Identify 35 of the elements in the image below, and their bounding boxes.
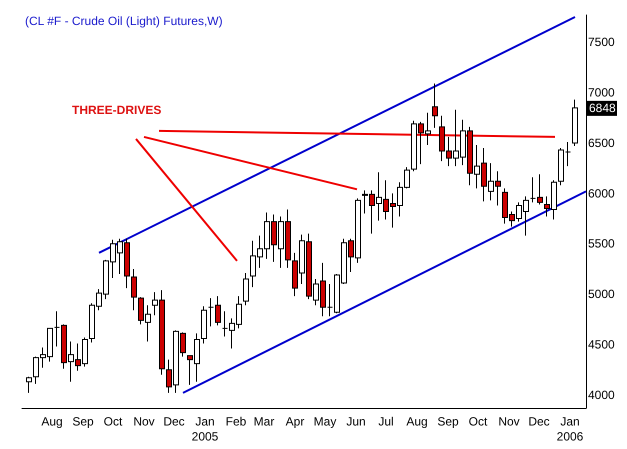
y-tick-label: 5500	[588, 236, 616, 251]
candlestick	[201, 306, 207, 344]
y-tick-label: 6000	[588, 186, 616, 200]
candlestick	[26, 376, 32, 394]
candlestick	[432, 83, 438, 128]
y-tick-label: 6500	[588, 136, 616, 150]
annotation: THREE-DRIVES	[72, 103, 162, 117]
candlestick	[572, 99, 578, 146]
chart-title: (CL #F - Crude Oil (Light) Futures,W)	[25, 14, 223, 28]
x-tick-label: Mar	[254, 414, 274, 428]
x-tick-label: Apr	[286, 414, 304, 428]
x-tick-label: Dec	[528, 414, 550, 428]
x-tick-label: Sep	[437, 414, 459, 428]
candlestick	[243, 272, 249, 306]
candlestick	[131, 268, 137, 311]
x-tick-label: Feb	[226, 414, 247, 428]
x-tick-label: Oct	[468, 414, 488, 428]
text: 6848	[589, 100, 616, 115]
x-tick-label: Oct	[104, 414, 123, 428]
x-tick-label: Aug	[406, 414, 428, 428]
y-tick-label: 7500	[588, 35, 616, 50]
x-tick-label: Jan 2005	[192, 414, 219, 444]
y-tick-label: 4500	[588, 338, 616, 352]
x-tick-label: Aug	[41, 414, 63, 428]
y-tick-label: 4000	[588, 388, 616, 402]
x-tick-label: May	[314, 414, 336, 428]
x-tick-label: Nov	[133, 414, 155, 428]
x-tick-label: Jan 2006	[556, 414, 584, 444]
x-tick-label: Jul	[378, 414, 394, 428]
x-tick-label: Sep	[72, 414, 94, 428]
x-tick-label: Dec	[163, 414, 185, 428]
x-tick-label: Jun	[346, 414, 366, 428]
x-tick-label: Nov	[498, 414, 520, 428]
y-tick-label: 5000	[588, 287, 616, 302]
y-tick-label: 7000	[588, 86, 616, 100]
